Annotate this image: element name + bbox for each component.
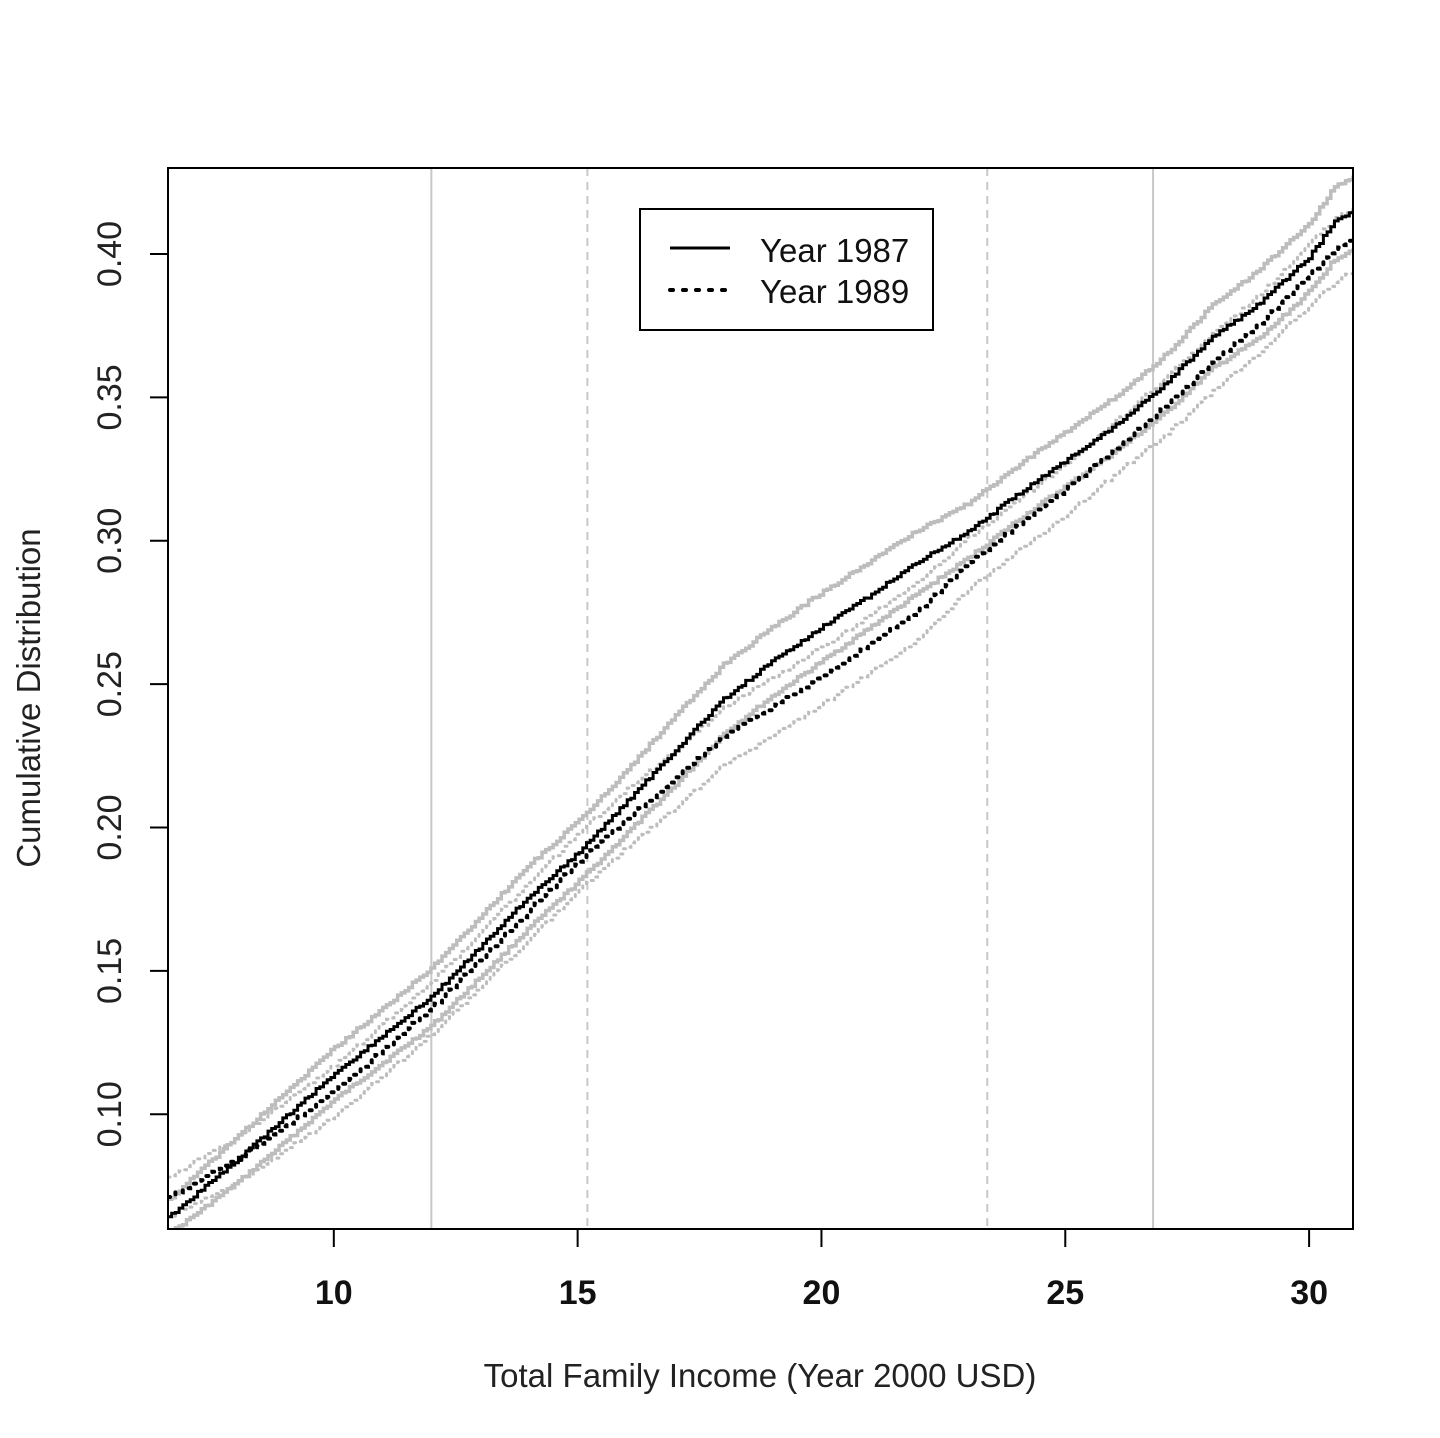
y-tick-label: 0.35	[91, 364, 129, 430]
year-1987-line	[168, 210, 1353, 1219]
plot-frame	[167, 167, 1354, 1230]
year-1989-line	[168, 237, 1353, 1199]
y-tick-label: 0.30	[91, 508, 129, 574]
x-tick-label: 25	[1046, 1274, 1084, 1312]
y-tick-label: 0.40	[91, 221, 129, 287]
y-axis-title: Cumulative Distribution	[10, 528, 47, 867]
series-layer	[168, 175, 1353, 1229]
y-tick-label: 0.20	[91, 794, 129, 860]
y-axis: 0.10 0.15 0.20 0.25 0.30 0.35 0.40	[91, 221, 168, 1147]
year-1989-ci-lower	[168, 269, 1353, 1219]
x-tick-label: 10	[315, 1274, 353, 1312]
x-tick-label: 30	[1290, 1274, 1328, 1312]
year-1989-ci-upper	[168, 205, 1353, 1179]
y-tick-label: 0.10	[91, 1081, 129, 1147]
y-tick-label: 0.25	[91, 651, 129, 717]
year-1987-ci-upper	[168, 175, 1353, 1202]
x-axis-title: Total Family Income (Year 2000 USD)	[484, 1357, 1037, 1394]
legend-label-1987: Year 1987	[760, 232, 909, 269]
x-axis: 10 15 20 25 30	[315, 1229, 1328, 1312]
reference-lines	[430, 168, 1155, 1229]
x-tick-label: 20	[803, 1274, 841, 1312]
legend-label-1989: Year 1989	[760, 273, 909, 310]
year-1987-ci-lower	[173, 248, 1353, 1229]
legend: Year 1987 Year 1989	[639, 208, 934, 331]
x-tick-label: 15	[559, 1274, 597, 1312]
y-tick-label: 0.15	[91, 938, 129, 1004]
legend-box	[639, 208, 934, 331]
